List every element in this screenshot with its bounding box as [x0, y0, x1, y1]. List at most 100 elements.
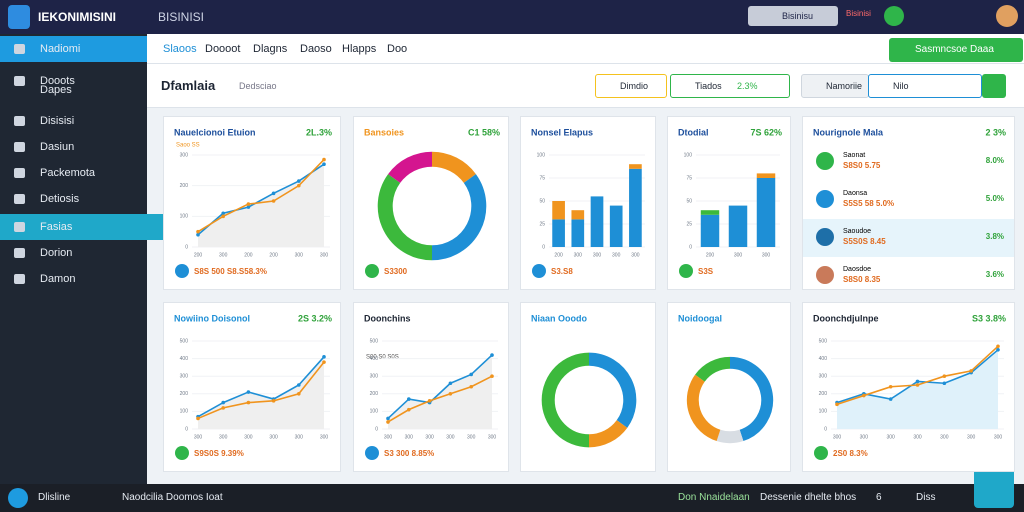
point — [448, 381, 453, 386]
nav-item[interactable]: Packemota — [0, 160, 187, 186]
point — [942, 374, 947, 378]
point — [221, 406, 225, 410]
alert[interactable]: Bisinisi — [846, 9, 871, 18]
card-title: Nauelcionoi Etuion — [174, 127, 256, 137]
point — [322, 157, 326, 162]
x-tick-label: 200 — [554, 252, 563, 258]
x-tick-label: 200 — [244, 252, 253, 258]
card: Doonchdjulnpe S3 3.8% 2S0 8.3% 0 100 200 300 40… — [802, 302, 1015, 472]
card-footer: 2S0 8.3% — [833, 449, 868, 458]
y-tick-label: 500 — [180, 338, 189, 344]
tab[interactable]: Doooot — [205, 43, 241, 55]
x-tick-label: 300 — [194, 434, 203, 440]
bar — [629, 168, 642, 247]
y-tick-label: 400 — [180, 356, 189, 362]
point — [862, 393, 866, 398]
y-tick-label: 100 — [684, 152, 693, 158]
filter[interactable]: Tiados — [670, 74, 790, 98]
row-name: Daosdoe — [843, 266, 871, 273]
tab[interactable]: Daoso — [300, 43, 332, 55]
y-tick-label: 100 — [370, 409, 379, 415]
row-name: Saonat — [843, 152, 865, 159]
footer-icon — [175, 264, 189, 278]
card-footer: S3.S8 — [551, 267, 573, 276]
nav-item[interactable]: Dapes — [40, 84, 72, 96]
point — [490, 374, 494, 378]
bottom-item[interactable]: Dlisline — [38, 492, 71, 503]
donut-segment — [588, 352, 637, 428]
point — [196, 232, 200, 237]
card-title: Nonsel Elapus — [531, 127, 593, 137]
x-tick-label: 300 — [860, 434, 869, 440]
point — [297, 183, 301, 188]
filter[interactable]: Nilo — [868, 74, 982, 98]
card-title: Nourignole Mala — [813, 127, 884, 137]
line — [387, 354, 493, 420]
point — [271, 399, 276, 403]
point — [407, 407, 411, 412]
avatar[interactable] — [996, 5, 1018, 27]
tab[interactable]: Doo — [387, 43, 408, 55]
point — [322, 355, 326, 359]
nav-item[interactable]: Damon — [0, 266, 187, 292]
bar — [590, 196, 604, 247]
donut-segment — [377, 174, 433, 261]
y-tick-label: 400 — [819, 356, 828, 362]
y-tick-label: 75 — [539, 175, 545, 181]
brand: IEKONIMISINI — [38, 10, 117, 24]
bottom-item[interactable]: 6 — [876, 492, 882, 503]
search-button[interactable] — [982, 74, 1006, 98]
row-value: S5S0S 8.45 — [843, 237, 886, 246]
nav-item[interactable]: Dooots — [0, 68, 187, 94]
tab[interactable]: Dlagns — [253, 43, 288, 55]
bottom-item[interactable]: Naodcilia Doomos Ioat — [122, 492, 223, 503]
filter[interactable]: Dimdio — [595, 74, 667, 98]
bottom-item[interactable]: Dessenie dhelte bhos — [760, 492, 857, 503]
y-tick-label: 100 — [180, 409, 189, 415]
action-button[interactable]: Sasmncsoe Daaa — [889, 38, 1023, 62]
nav-item[interactable]: Disisisi — [0, 108, 187, 134]
bar — [552, 201, 565, 220]
nav-item[interactable]: Dasiun — [0, 134, 187, 160]
row-icon — [816, 266, 834, 284]
point — [246, 205, 251, 209]
nav-icon — [14, 274, 25, 284]
row-value: S8S0 8.35 — [843, 275, 881, 284]
nav-item[interactable]: Fasias — [0, 214, 187, 240]
y-tick-label: 100 — [819, 409, 828, 415]
donut-segment — [431, 151, 476, 184]
point — [297, 383, 301, 387]
nav-icon — [14, 142, 25, 152]
search[interactable]: Bisinisu — [748, 6, 838, 26]
filter[interactable]: Namoriie — [801, 74, 869, 98]
x-tick-label: 300 — [612, 252, 621, 258]
status-button[interactable] — [884, 6, 904, 26]
point — [427, 399, 432, 403]
point — [915, 383, 920, 387]
point — [246, 390, 251, 394]
y-tick-label: 25 — [539, 221, 545, 227]
nav-item[interactable]: Dorion — [0, 240, 187, 266]
card: Doonchins S00 S0 S0S S3 300 8.85% 0 100 200 30… — [353, 302, 509, 472]
x-tick-label: 300 — [762, 252, 771, 258]
row-value: S8S0 5.75 — [843, 161, 881, 170]
point — [196, 229, 200, 234]
bottom-item[interactable]: Don Nnaidelaan — [678, 492, 750, 503]
tab[interactable]: Hlapps — [342, 43, 377, 55]
nav-icon — [14, 116, 25, 126]
card-subtitle: Saoo SS — [176, 143, 200, 149]
point — [969, 369, 973, 373]
row-icon — [816, 190, 834, 208]
y-tick-label: 400 — [370, 356, 379, 362]
card: Niaan Ooodo — [520, 302, 656, 472]
row-percent: 3.6% — [986, 270, 1004, 279]
tab[interactable]: Slaoos — [163, 43, 197, 55]
x-tick-label: 300 — [994, 434, 1003, 440]
y-tick-label: 200 — [370, 391, 379, 397]
bottom-item[interactable]: Diss — [916, 492, 936, 503]
section-header: Dfamlaia Dedsciao Dimdio Tiados 2.3% Namori… — [147, 64, 1024, 108]
point — [297, 179, 301, 183]
nav-item[interactable]: Detiosis — [0, 186, 187, 212]
bar — [700, 214, 720, 247]
card-badge: 7S 62% — [750, 127, 782, 137]
